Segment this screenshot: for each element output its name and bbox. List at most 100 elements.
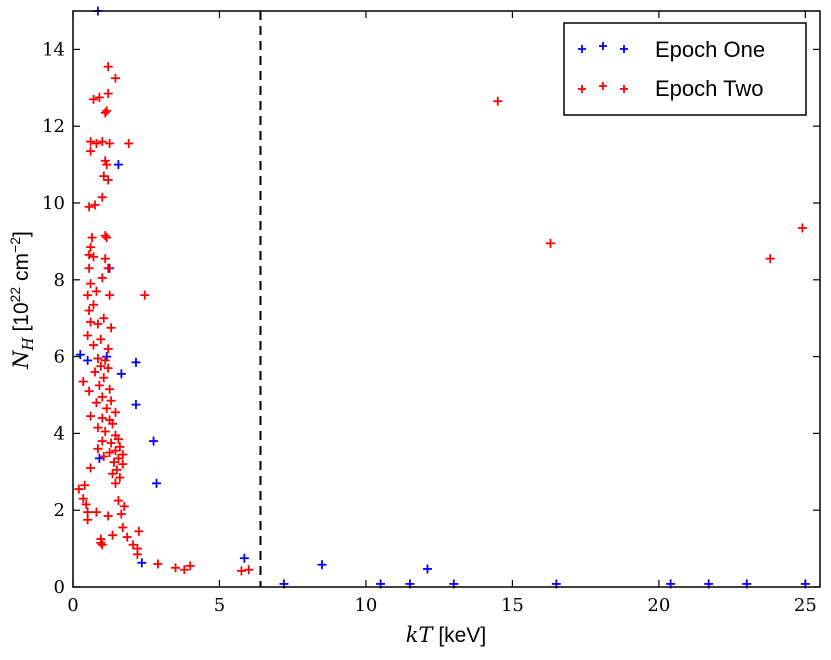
- data-point: [119, 501, 129, 511]
- data-point: [797, 223, 807, 233]
- data-point: [115, 473, 125, 483]
- data-point: [132, 549, 142, 559]
- data-point: [140, 290, 150, 300]
- data-point: [94, 92, 104, 102]
- legend-marker-point: [599, 42, 607, 50]
- data-point: [108, 419, 118, 429]
- data-point: [91, 138, 101, 148]
- plot-frame: [72, 10, 821, 588]
- legend-marker-epoch-two: [578, 82, 628, 93]
- y-tick-label: 0: [54, 577, 65, 598]
- data-point: [84, 263, 94, 273]
- y-tick-label: 10: [42, 193, 65, 214]
- data-point: [153, 559, 163, 569]
- data-point: [116, 369, 126, 379]
- data-point: [78, 494, 88, 504]
- data-point: [93, 319, 103, 329]
- epoch-two-points: [74, 62, 807, 576]
- data-point: [239, 553, 249, 563]
- data-point: [102, 233, 112, 243]
- x-tick-label: 10: [354, 595, 377, 616]
- data-point: [137, 558, 147, 568]
- data-point: [103, 62, 113, 72]
- data-point: [100, 254, 110, 264]
- data-point: [83, 330, 93, 340]
- data-point: [110, 446, 120, 456]
- data-point: [106, 438, 116, 448]
- data-point: [96, 361, 106, 371]
- data-point: [131, 357, 141, 367]
- data-point: [86, 317, 96, 327]
- x-tick-label: 5: [214, 595, 225, 616]
- data-point: [110, 73, 120, 83]
- data-point: [75, 350, 85, 360]
- data-point: [545, 238, 555, 248]
- data-point: [116, 509, 126, 519]
- data-point: [84, 386, 94, 396]
- data-point: [765, 254, 775, 264]
- data-point: [100, 355, 110, 365]
- data-point: [185, 561, 195, 571]
- data-point: [89, 340, 99, 350]
- legend-marker-point: [578, 85, 586, 93]
- data-point: [86, 279, 96, 289]
- data-point: [105, 448, 115, 458]
- data-point: [89, 94, 99, 104]
- data-point: [100, 231, 110, 241]
- data-point: [493, 96, 503, 106]
- data-point: [244, 565, 254, 575]
- data-point: [422, 564, 432, 574]
- data-point: [102, 160, 112, 170]
- data-point: [118, 522, 128, 532]
- data-point: [94, 380, 104, 390]
- data-point: [86, 137, 96, 147]
- y-tick-label: 12: [42, 116, 65, 137]
- axis-ticks: 0 5 10 15 20 25 0 2 4 6 8 10 12 14: [42, 11, 820, 616]
- data-point: [106, 396, 116, 406]
- data-point: [83, 355, 93, 365]
- legend-box: [563, 22, 807, 116]
- data-point: [86, 146, 96, 156]
- y-tick-label: 8: [54, 270, 65, 291]
- data-point: [91, 286, 101, 296]
- data-point: [102, 403, 112, 413]
- data-point: [103, 511, 113, 521]
- x-tick-label: 15: [501, 595, 524, 616]
- data-point: [83, 507, 93, 517]
- data-point: [91, 507, 101, 517]
- data-point: [122, 532, 132, 542]
- data-point: [113, 496, 123, 506]
- data-point: [80, 480, 90, 490]
- data-point: [108, 469, 118, 479]
- y-tick-label: 6: [54, 347, 65, 368]
- data-point: [236, 566, 246, 576]
- y-tick-label: 2: [54, 500, 65, 521]
- data-point: [110, 478, 120, 488]
- data-point: [84, 250, 94, 260]
- data-point: [179, 565, 189, 575]
- data-point: [78, 377, 88, 387]
- data-point: [106, 323, 116, 333]
- data-point: [83, 515, 93, 525]
- data-point: [86, 242, 96, 252]
- data-point: [97, 413, 107, 423]
- legend-marker-point: [578, 45, 586, 53]
- data-point: [100, 108, 110, 118]
- data-point: [103, 89, 113, 99]
- data-point: [99, 373, 109, 383]
- data-point: [90, 367, 100, 377]
- y-tick-label: 14: [42, 39, 65, 60]
- data-point: [109, 457, 119, 467]
- data-point: [91, 398, 101, 408]
- data-point: [94, 453, 104, 463]
- y-axis-title: NH [1022 cm−2]: [7, 231, 37, 370]
- data-point: [103, 363, 113, 373]
- data-point: [97, 436, 107, 446]
- data-point: [105, 290, 115, 300]
- data-point: [97, 137, 107, 147]
- data-point: [83, 290, 93, 300]
- data-point: [151, 478, 161, 488]
- data-point: [108, 530, 118, 540]
- data-point: [317, 560, 327, 570]
